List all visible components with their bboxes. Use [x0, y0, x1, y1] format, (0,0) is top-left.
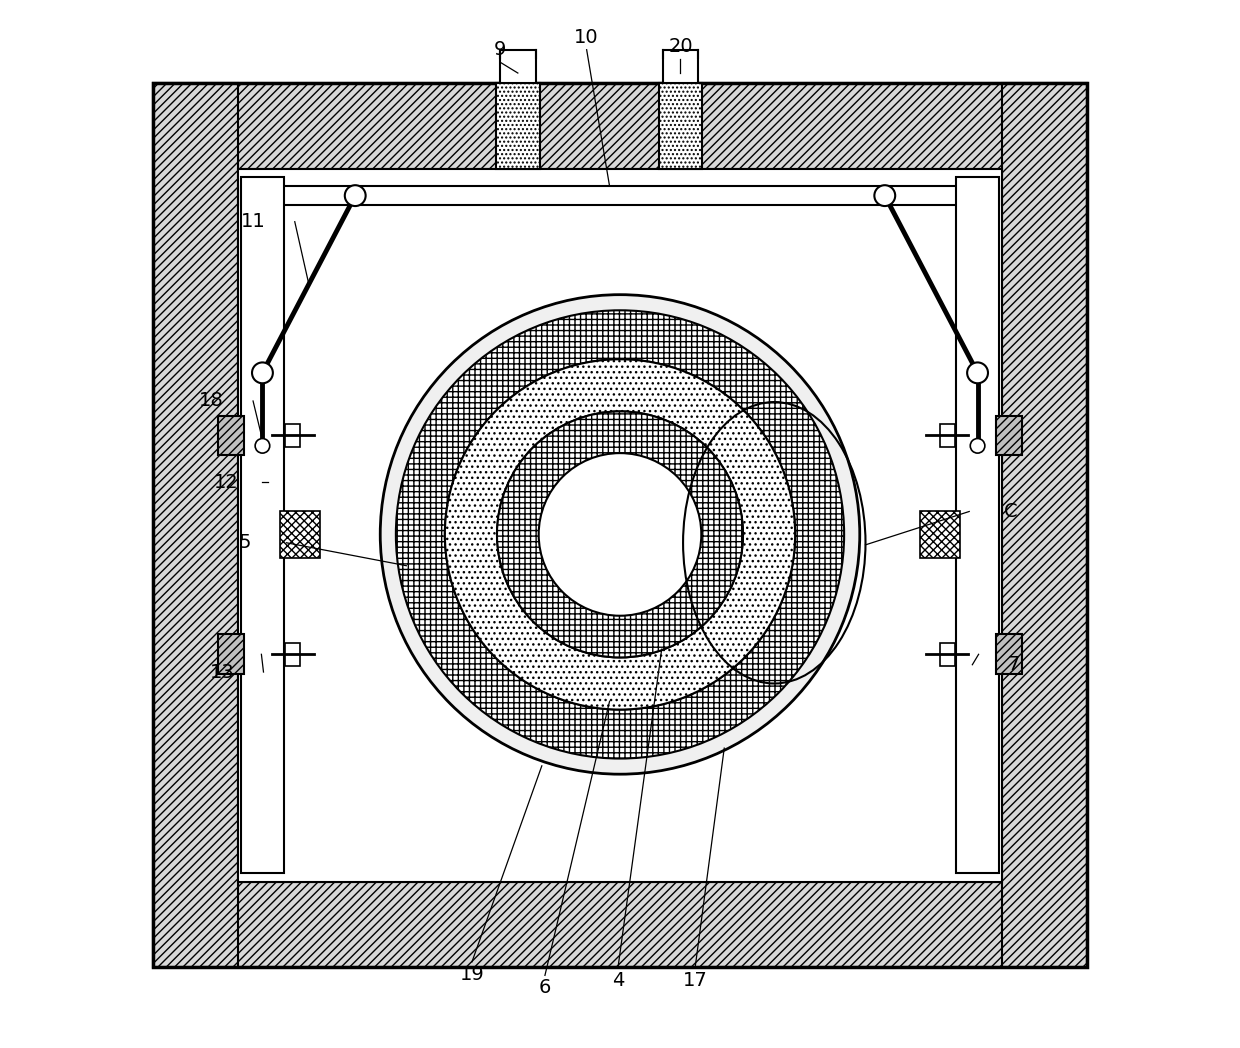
Bar	[940, 424, 955, 446]
Bar	[217, 634, 244, 674]
Text: 20: 20	[668, 37, 693, 56]
Circle shape	[396, 310, 844, 759]
Bar	[153, 83, 238, 967]
Bar	[996, 416, 1023, 455]
Bar	[496, 83, 539, 169]
Circle shape	[252, 363, 273, 384]
Text: 19: 19	[460, 965, 485, 984]
Bar	[658, 83, 702, 169]
Bar	[662, 49, 698, 83]
Bar	[217, 416, 244, 455]
Text: 10: 10	[574, 27, 599, 47]
Circle shape	[967, 363, 988, 384]
Bar	[920, 511, 960, 558]
Bar	[996, 634, 1023, 674]
Text: 13: 13	[210, 662, 234, 681]
Circle shape	[345, 185, 366, 206]
Text: 11: 11	[241, 212, 265, 232]
Bar	[241, 177, 284, 873]
Text: 6: 6	[538, 979, 551, 998]
Text: 9: 9	[494, 40, 506, 59]
Bar	[1002, 83, 1087, 967]
Bar	[238, 169, 1002, 881]
Circle shape	[497, 412, 743, 657]
Circle shape	[497, 412, 743, 657]
Bar	[153, 881, 1087, 967]
Bar	[280, 511, 320, 558]
Bar	[241, 187, 999, 205]
Circle shape	[874, 185, 895, 206]
Text: C: C	[1004, 502, 1018, 521]
Circle shape	[445, 359, 795, 709]
Circle shape	[381, 294, 859, 774]
Bar	[940, 642, 955, 665]
Circle shape	[255, 438, 270, 453]
Text: 12: 12	[213, 473, 238, 492]
Text: 17: 17	[683, 971, 708, 990]
Circle shape	[538, 453, 702, 616]
Circle shape	[445, 359, 795, 709]
Text: 18: 18	[198, 392, 223, 411]
Text: 7: 7	[1008, 655, 1021, 674]
Text: 5: 5	[238, 533, 250, 552]
Bar	[285, 424, 300, 446]
Bar	[153, 83, 1087, 967]
Circle shape	[970, 438, 985, 453]
Bar	[153, 83, 1087, 169]
Bar	[285, 642, 300, 665]
Bar	[500, 49, 536, 83]
Bar	[956, 177, 999, 873]
Text: 4: 4	[611, 971, 624, 990]
